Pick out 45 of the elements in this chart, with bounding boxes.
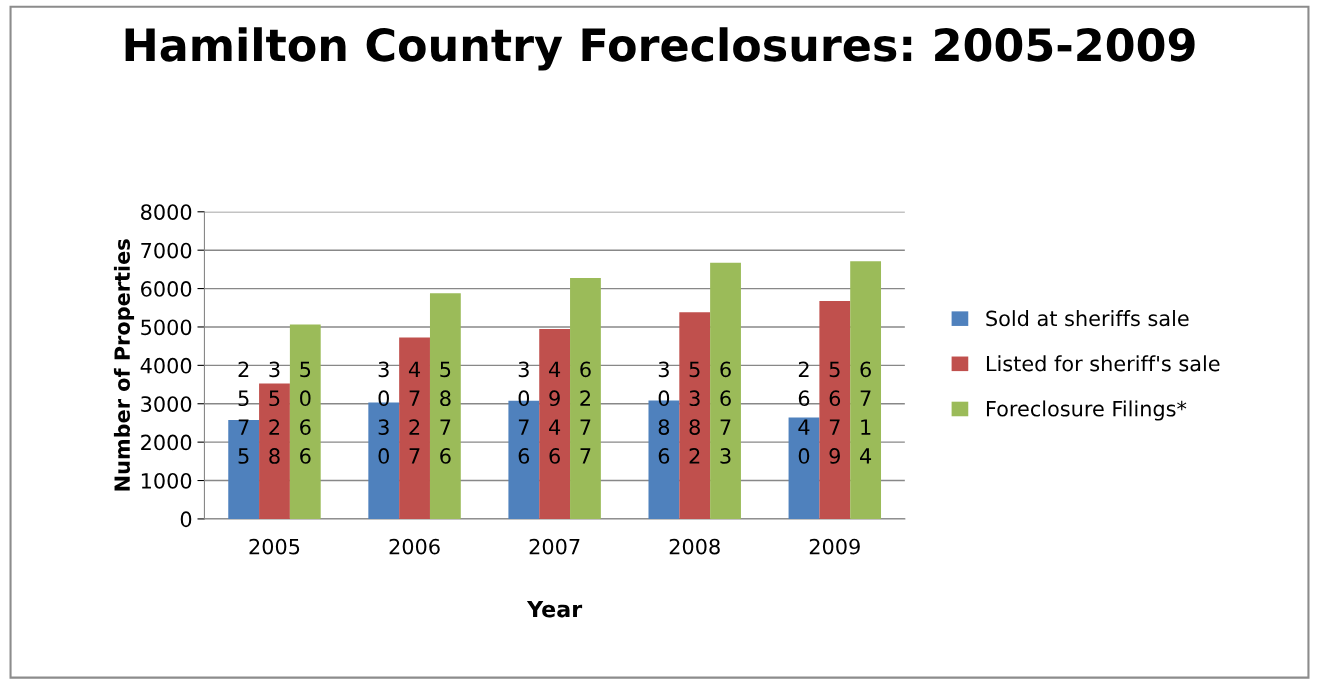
bar <box>570 277 601 519</box>
bar <box>710 262 741 519</box>
x-tick-label: 2005 <box>249 538 300 555</box>
data-label: 6 2 7 7 <box>580 361 591 464</box>
bar <box>819 300 851 519</box>
bar <box>850 261 882 519</box>
y-tick-label: 2000 <box>141 434 192 451</box>
y-axis-title: Number of Properties <box>113 239 135 491</box>
data-label: 2 6 4 0 <box>798 361 810 464</box>
bar <box>228 420 260 519</box>
bar <box>259 383 290 519</box>
y-tick-label: 1000 <box>141 472 192 489</box>
data-label: 6 6 7 3 <box>720 361 731 464</box>
legend-label: Sold at sheriffs sale <box>986 310 1189 327</box>
x-axis-title: Year <box>526 600 583 618</box>
data-label: 4 7 2 7 <box>408 361 421 464</box>
bar <box>399 337 430 519</box>
legend-label: Foreclosure Filings* <box>986 400 1187 421</box>
y-tick-label: 7000 <box>141 242 192 259</box>
data-label: 5 0 6 6 <box>300 361 311 464</box>
data-label: 5 3 8 2 <box>689 361 700 464</box>
data-label: 5 6 7 9 <box>829 361 841 464</box>
y-tick-label: 8000 <box>141 204 192 220</box>
y-tick-label: 5000 <box>141 319 192 336</box>
data-label: 5 8 7 6 <box>440 361 451 464</box>
data-label: 6 7 1 4 <box>860 361 872 464</box>
y-tick-label: 4000 <box>140 357 192 374</box>
chart-title: Hamilton Country Foreclosures: 2005-2009 <box>125 27 1195 71</box>
x-tick-label: 2009 <box>809 538 860 555</box>
x-tick-label: 2006 <box>389 538 440 555</box>
bar <box>429 293 461 519</box>
bar <box>788 417 820 519</box>
y-tick-label: 3000 <box>141 396 192 412</box>
x-tick-label: 2008 <box>669 538 720 555</box>
data-label: 3 0 3 0 <box>378 361 389 464</box>
bar <box>289 324 321 519</box>
y-tick-label: 0 <box>180 511 192 528</box>
bar <box>539 329 571 519</box>
legend-label: Listed for sheriff's sale <box>986 355 1220 372</box>
data-label: 4 9 4 6 <box>549 361 561 464</box>
data-label: 3 5 2 8 <box>269 361 280 464</box>
y-tick-label: 6000 <box>141 281 192 297</box>
x-tick-label: 2007 <box>529 538 580 555</box>
data-label: 2 5 7 5 <box>238 361 249 464</box>
bar <box>679 312 711 519</box>
